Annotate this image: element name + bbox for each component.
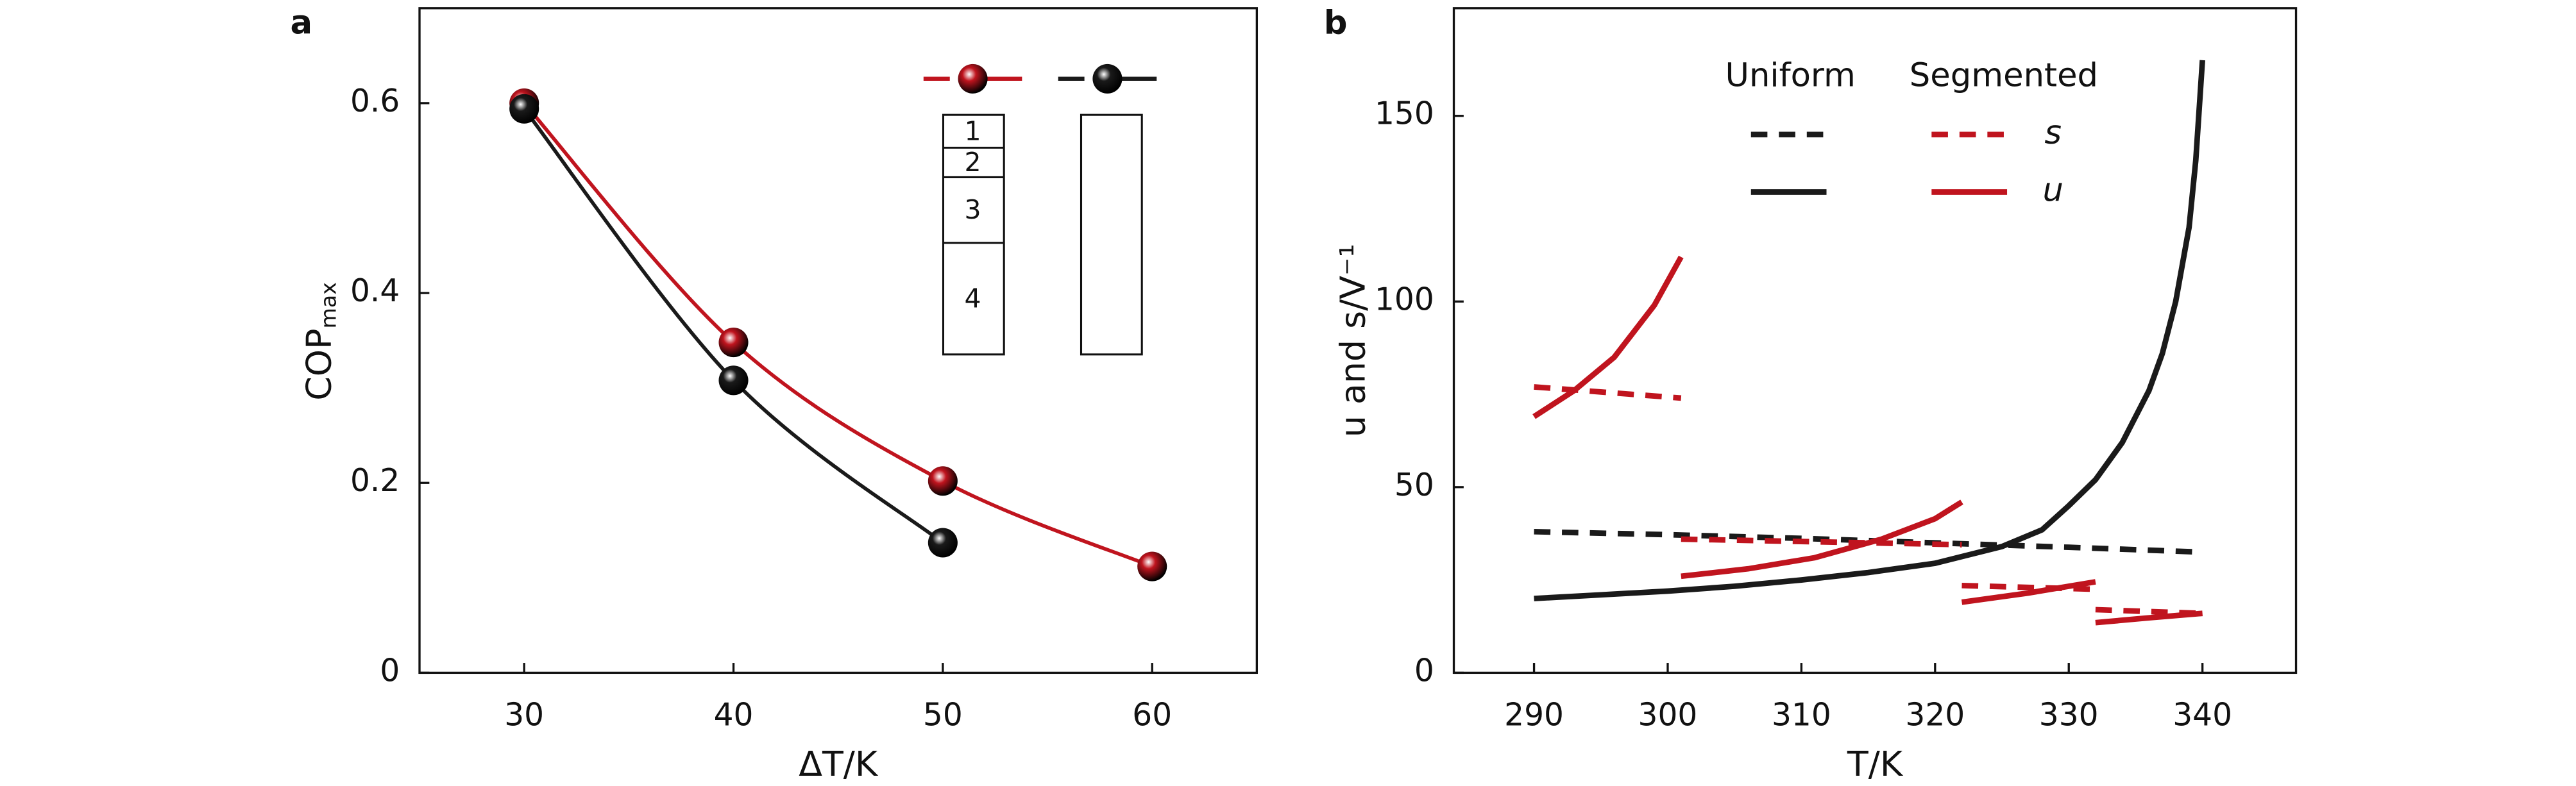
series-line (1534, 384, 2203, 617)
x-tick-label: 60 (1132, 698, 1172, 733)
y-tick-label: 0 (380, 653, 400, 689)
x-tick-label: 290 (1504, 698, 1564, 733)
x-axis-label: ΔT/K (799, 744, 879, 784)
legend-marker (1092, 63, 1123, 94)
x-tick-label: 320 (1905, 698, 1965, 733)
data-point (718, 328, 749, 358)
series-line (1534, 60, 2205, 601)
panel-label: a (290, 3, 312, 42)
x-tick-label: 340 (2173, 698, 2232, 733)
data-point (718, 365, 749, 396)
data-point (928, 528, 958, 558)
y-label-sub: max (316, 282, 341, 328)
x-tick-label: 310 (1772, 698, 1831, 733)
y-tick-label: 100 (1375, 281, 1434, 317)
y-tick-label: 0 (1414, 653, 1434, 689)
plot-frame (418, 7, 1258, 674)
x-axis-label: T/K (1847, 744, 1904, 784)
series-line (522, 108, 944, 544)
segment-label: 3 (965, 194, 981, 225)
data-point (1137, 551, 1167, 581)
legend-row: s (2044, 113, 2062, 152)
x-tick-label: 40 (714, 698, 754, 733)
series-line (1532, 255, 2203, 626)
legend-row: u (2043, 171, 2063, 209)
data-point (928, 466, 958, 496)
series-line (523, 102, 1153, 569)
x-tick-label: 300 (1638, 698, 1698, 733)
segment-diagram (942, 113, 1143, 356)
segment-label: 2 (965, 147, 981, 178)
y-label-main: COP (298, 329, 339, 401)
segment-label: 1 (965, 115, 981, 146)
x-tick-label: 30 (504, 698, 544, 733)
x-tick-label: 330 (2039, 698, 2099, 733)
x-tick-label: 50 (923, 698, 963, 733)
y-tick-label: 50 (1394, 467, 1434, 503)
y-tick-label: 0.2 (350, 463, 400, 499)
plot-frame (1452, 7, 2298, 674)
legend-column: Segmented (1910, 56, 2098, 94)
y-tick-label: 0.6 (350, 83, 400, 119)
uniform-leg (1080, 113, 1143, 356)
panel-label: b (1324, 3, 1348, 42)
y-axis-label: u and s/V⁻¹ (1333, 244, 1373, 437)
segmented-leg (942, 113, 1005, 356)
y-tick-label: 0.4 (350, 273, 400, 309)
y-tick-label: 150 (1375, 96, 1434, 132)
data-point (509, 94, 539, 124)
y-axis-label: COPmax (298, 282, 341, 401)
segment-label: 4 (965, 283, 981, 314)
legend-marker (958, 63, 988, 94)
legend-column: Uniform (1725, 56, 1855, 94)
